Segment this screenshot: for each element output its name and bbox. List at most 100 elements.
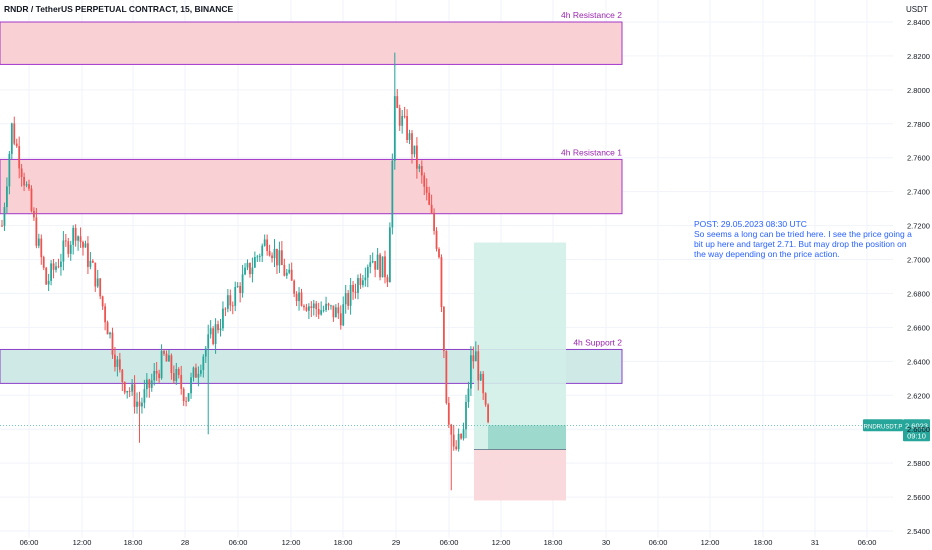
candle-body xyxy=(155,370,158,374)
candle-body xyxy=(413,145,416,155)
candle-body xyxy=(13,123,16,144)
y-tick-label: 2.6600 xyxy=(907,323,930,332)
candle-body xyxy=(62,240,65,262)
candle-body xyxy=(177,368,180,375)
candle-body xyxy=(25,184,28,186)
candle-body xyxy=(212,328,215,345)
candle-body xyxy=(126,391,129,393)
candle-body xyxy=(430,204,433,213)
y-tick-label: 2.8400 xyxy=(907,18,930,27)
candle-body xyxy=(283,264,286,276)
y-tick-label: 2.7400 xyxy=(907,188,930,197)
candle-body xyxy=(150,380,153,388)
candle-body xyxy=(280,250,283,265)
candle-body xyxy=(8,153,11,187)
candle-body xyxy=(293,280,296,294)
trade-note-line: the way depending on the price action. xyxy=(694,249,840,259)
x-tick-label: 31 xyxy=(811,538,819,547)
candle-body xyxy=(99,278,102,297)
candle-body xyxy=(18,146,21,169)
y-tick-label: 2.8000 xyxy=(907,86,930,95)
candle-body xyxy=(315,303,318,310)
candle-body xyxy=(82,241,84,248)
candle-body xyxy=(266,239,269,252)
candle-body xyxy=(69,244,72,254)
candle-body xyxy=(96,278,99,287)
candle-body xyxy=(379,254,381,278)
x-tick-label: 28 xyxy=(181,538,189,547)
candle-body xyxy=(317,309,320,315)
y-tick-label: 2.5800 xyxy=(907,459,930,468)
candle-body xyxy=(94,262,97,287)
symbol-tag-label: RNDRUSDT.P xyxy=(864,424,903,430)
candle-body xyxy=(28,184,30,189)
candle-body xyxy=(42,257,45,268)
zone-0 xyxy=(0,21,623,65)
candle-body xyxy=(116,359,119,367)
trade-note-line: So seems a long can be tried here. I see… xyxy=(694,229,912,239)
candle-body xyxy=(433,212,435,231)
candle-body xyxy=(482,373,485,394)
candle-body xyxy=(224,308,227,310)
candle-body xyxy=(50,263,52,281)
candle-body xyxy=(23,176,25,186)
candle-body xyxy=(15,143,18,147)
candle-body xyxy=(339,313,342,326)
candle-body xyxy=(320,310,323,315)
candle-body xyxy=(278,250,281,266)
x-tick-label: 18:00 xyxy=(754,538,773,547)
candle-body xyxy=(251,267,254,275)
candle-body xyxy=(256,256,259,258)
candle-body xyxy=(170,355,173,374)
candle-body xyxy=(312,303,315,308)
y-tick-label: 2.6200 xyxy=(907,391,930,400)
candles xyxy=(1,52,489,491)
candle-body xyxy=(158,373,161,379)
candle-body xyxy=(364,277,367,281)
candle-body xyxy=(423,175,426,187)
candle-body xyxy=(352,284,354,292)
candle-body xyxy=(182,388,185,401)
candle-body xyxy=(165,353,168,362)
y-tick-label: 2.5600 xyxy=(907,493,930,502)
candle-body xyxy=(457,433,460,450)
candle-body xyxy=(231,305,234,307)
candle-body xyxy=(479,373,482,381)
candle-body xyxy=(391,160,394,228)
candle-body xyxy=(428,192,431,205)
candle-body xyxy=(141,402,143,407)
y-tick-label: 2.8200 xyxy=(907,52,930,61)
x-tick-label: 06:00 xyxy=(440,538,459,547)
candle-body xyxy=(271,255,273,259)
candle-body xyxy=(79,236,82,242)
candle-body xyxy=(408,133,411,140)
candle-body xyxy=(190,377,192,394)
candle-body xyxy=(300,292,303,306)
candle-body xyxy=(138,401,141,407)
candle-body xyxy=(145,379,148,390)
candle-body xyxy=(52,263,55,270)
candle-body xyxy=(172,373,175,381)
candle-body xyxy=(229,295,232,306)
candle-body xyxy=(305,307,308,311)
candle-body xyxy=(334,307,337,318)
candle-body xyxy=(241,274,244,294)
candle-body xyxy=(361,280,364,286)
candle-body xyxy=(484,393,487,405)
y-tick-label: 2.7000 xyxy=(907,256,930,265)
open-position xyxy=(488,425,566,450)
trade-box[interactable] xyxy=(474,242,566,501)
candle-body xyxy=(33,210,35,218)
candle-body xyxy=(57,266,60,268)
candle-body xyxy=(440,257,443,308)
candle-body xyxy=(192,367,195,378)
candle-body xyxy=(295,293,298,302)
y-tick-label: 2.6800 xyxy=(907,289,930,298)
candle-body xyxy=(261,245,264,257)
candle-body xyxy=(234,286,237,306)
price-tag-value: 2.6023 xyxy=(905,421,928,430)
candle-body xyxy=(64,240,67,242)
candle-body xyxy=(253,257,256,268)
